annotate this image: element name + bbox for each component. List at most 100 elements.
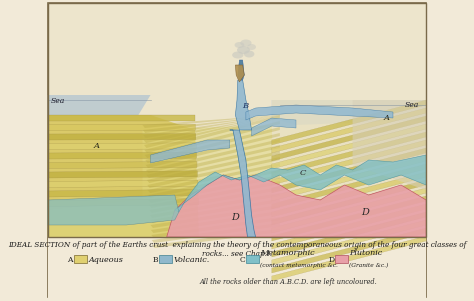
Text: Volcanic.: Volcanic. (173, 256, 210, 264)
Polygon shape (236, 80, 252, 130)
Polygon shape (146, 145, 280, 178)
Polygon shape (272, 140, 426, 185)
Ellipse shape (244, 51, 255, 57)
Bar (48, 237, 426, 298)
Polygon shape (272, 228, 426, 273)
Text: Aqueous: Aqueous (88, 256, 123, 264)
Polygon shape (150, 193, 280, 218)
Text: Sea: Sea (405, 101, 419, 109)
Polygon shape (272, 188, 426, 233)
Polygon shape (48, 199, 199, 206)
Polygon shape (146, 139, 280, 173)
Text: Metamorphic: Metamorphic (260, 249, 315, 257)
Polygon shape (146, 133, 280, 168)
Bar (335, 255, 348, 263)
Bar (159, 255, 172, 263)
Polygon shape (143, 115, 280, 138)
Text: B: B (242, 102, 248, 110)
Polygon shape (272, 212, 426, 257)
Polygon shape (145, 121, 280, 158)
Text: C: C (239, 256, 245, 264)
Bar (246, 255, 259, 263)
Polygon shape (150, 199, 280, 223)
Text: IDEAL SECTION of part of the Earths crust  explaining the theory of the contempo: IDEAL SECTION of part of the Earths crus… (8, 241, 466, 258)
Polygon shape (149, 187, 280, 213)
Polygon shape (48, 115, 195, 121)
Polygon shape (272, 100, 426, 125)
Polygon shape (144, 115, 280, 148)
Text: A: A (67, 256, 73, 264)
Polygon shape (272, 132, 426, 177)
Polygon shape (152, 223, 280, 243)
Polygon shape (272, 156, 426, 201)
Text: (Granite &c.): (Granite &c.) (349, 263, 389, 268)
Polygon shape (48, 124, 195, 131)
Polygon shape (48, 189, 198, 197)
Text: D: D (361, 208, 368, 217)
Polygon shape (272, 236, 426, 281)
Polygon shape (144, 115, 280, 143)
Polygon shape (353, 100, 426, 190)
Polygon shape (48, 152, 197, 159)
Polygon shape (272, 108, 426, 153)
Ellipse shape (235, 42, 244, 48)
Polygon shape (145, 115, 280, 153)
Polygon shape (252, 118, 296, 136)
Ellipse shape (237, 46, 250, 54)
Polygon shape (48, 162, 197, 169)
Text: Plutonic: Plutonic (349, 249, 383, 257)
Polygon shape (149, 181, 280, 208)
Ellipse shape (247, 44, 256, 50)
Polygon shape (48, 171, 197, 178)
Ellipse shape (240, 39, 252, 46)
Polygon shape (151, 205, 280, 228)
Text: D: D (328, 256, 335, 264)
Polygon shape (272, 196, 426, 241)
Polygon shape (272, 220, 426, 265)
Text: A: A (383, 114, 389, 122)
Polygon shape (143, 115, 280, 128)
Polygon shape (48, 125, 276, 237)
Polygon shape (272, 164, 426, 209)
Text: A: A (94, 142, 100, 150)
Polygon shape (272, 148, 426, 193)
Polygon shape (48, 180, 198, 188)
Polygon shape (148, 175, 280, 203)
Polygon shape (272, 100, 426, 237)
Polygon shape (148, 169, 280, 198)
Polygon shape (48, 134, 196, 140)
Polygon shape (272, 124, 426, 169)
Polygon shape (272, 100, 426, 145)
Polygon shape (272, 172, 426, 217)
Polygon shape (230, 130, 255, 237)
Polygon shape (48, 3, 426, 100)
Text: B: B (152, 256, 158, 264)
Polygon shape (238, 60, 244, 80)
Text: (contact metamorphic &c.: (contact metamorphic &c. (260, 263, 338, 268)
Polygon shape (246, 105, 393, 120)
Polygon shape (272, 180, 426, 225)
Polygon shape (167, 175, 426, 237)
Ellipse shape (232, 51, 244, 58)
Polygon shape (48, 143, 196, 150)
Polygon shape (151, 140, 230, 163)
Polygon shape (48, 195, 179, 225)
Polygon shape (175, 155, 426, 212)
Polygon shape (147, 157, 280, 188)
Text: D: D (231, 213, 239, 222)
Bar (74, 255, 87, 263)
Polygon shape (236, 65, 244, 82)
Polygon shape (143, 115, 280, 133)
Polygon shape (48, 95, 151, 115)
Text: All the rocks older than A.B.C.D. are left uncoloured.: All the rocks older than A.B.C.D. are le… (199, 278, 377, 286)
Bar (48, 3, 426, 237)
Text: C: C (300, 169, 306, 177)
Polygon shape (145, 127, 280, 163)
Polygon shape (272, 204, 426, 249)
Polygon shape (48, 3, 426, 237)
Polygon shape (147, 151, 280, 183)
Polygon shape (148, 163, 280, 193)
Text: Sea: Sea (50, 97, 64, 105)
Polygon shape (151, 211, 280, 233)
Polygon shape (152, 229, 280, 248)
